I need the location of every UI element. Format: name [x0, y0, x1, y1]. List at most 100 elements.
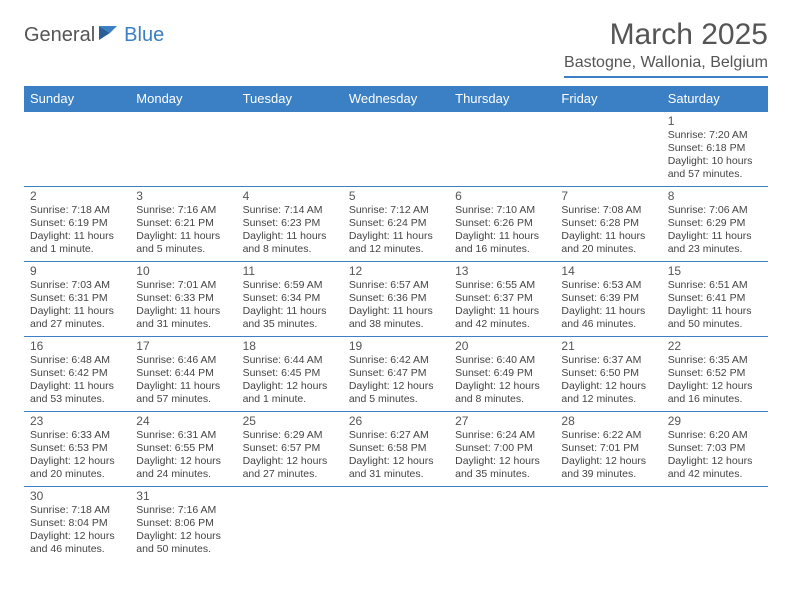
day-number: 10 [136, 264, 230, 278]
day-info: Sunrise: 7:06 AMSunset: 6:29 PMDaylight:… [668, 204, 762, 257]
sunset-text: Sunset: 6:41 PM [668, 292, 762, 305]
calendar-cell: 18Sunrise: 6:44 AMSunset: 6:45 PMDayligh… [237, 337, 343, 412]
sunset-text: Sunset: 6:44 PM [136, 367, 230, 380]
sunset-text: Sunset: 6:18 PM [668, 142, 762, 155]
sunrise-text: Sunrise: 6:53 AM [561, 279, 655, 292]
day-info: Sunrise: 6:44 AMSunset: 6:45 PMDaylight:… [243, 354, 337, 407]
daylight-text: Daylight: 10 hours and 57 minutes. [668, 155, 762, 181]
calendar-row: 30Sunrise: 7:18 AMSunset: 8:04 PMDayligh… [24, 487, 768, 561]
daylight-text: Daylight: 11 hours and 42 minutes. [455, 305, 549, 331]
sunrise-text: Sunrise: 7:16 AM [136, 504, 230, 517]
day-number: 5 [349, 189, 443, 203]
day-info: Sunrise: 6:37 AMSunset: 6:50 PMDaylight:… [561, 354, 655, 407]
day-number: 7 [561, 189, 655, 203]
day-info: Sunrise: 6:48 AMSunset: 6:42 PMDaylight:… [30, 354, 124, 407]
calendar-cell: 6Sunrise: 7:10 AMSunset: 6:26 PMDaylight… [449, 187, 555, 262]
page-title: March 2025 [564, 18, 768, 52]
sunrise-text: Sunrise: 6:40 AM [455, 354, 549, 367]
day-info: Sunrise: 6:46 AMSunset: 6:44 PMDaylight:… [136, 354, 230, 407]
calendar-cell [237, 112, 343, 187]
day-header: Friday [555, 86, 661, 112]
day-info: Sunrise: 7:14 AMSunset: 6:23 PMDaylight:… [243, 204, 337, 257]
sunrise-text: Sunrise: 6:27 AM [349, 429, 443, 442]
location-subtitle: Bastogne, Wallonia, Belgium [564, 54, 768, 78]
logo: General Blue [24, 24, 164, 47]
daylight-text: Daylight: 11 hours and 57 minutes. [136, 380, 230, 406]
calendar-cell: 9Sunrise: 7:03 AMSunset: 6:31 PMDaylight… [24, 262, 130, 337]
day-info: Sunrise: 6:59 AMSunset: 6:34 PMDaylight:… [243, 279, 337, 332]
day-info: Sunrise: 6:31 AMSunset: 6:55 PMDaylight:… [136, 429, 230, 482]
day-info: Sunrise: 7:16 AMSunset: 6:21 PMDaylight:… [136, 204, 230, 257]
sunset-text: Sunset: 7:03 PM [668, 442, 762, 455]
sunset-text: Sunset: 6:24 PM [349, 217, 443, 230]
calendar-cell: 4Sunrise: 7:14 AMSunset: 6:23 PMDaylight… [237, 187, 343, 262]
calendar-cell [662, 487, 768, 561]
sunrise-text: Sunrise: 6:29 AM [243, 429, 337, 442]
calendar-cell: 30Sunrise: 7:18 AMSunset: 8:04 PMDayligh… [24, 487, 130, 561]
calendar-cell: 1Sunrise: 7:20 AMSunset: 6:18 PMDaylight… [662, 112, 768, 187]
header: General Blue March 2025 Bastogne, Wallon… [24, 18, 768, 78]
calendar-cell: 15Sunrise: 6:51 AMSunset: 6:41 PMDayligh… [662, 262, 768, 337]
calendar-row: 1Sunrise: 7:20 AMSunset: 6:18 PMDaylight… [24, 112, 768, 187]
sunset-text: Sunset: 6:23 PM [243, 217, 337, 230]
day-number: 25 [243, 414, 337, 428]
day-number: 6 [455, 189, 549, 203]
day-info: Sunrise: 6:20 AMSunset: 7:03 PMDaylight:… [668, 429, 762, 482]
sunset-text: Sunset: 6:36 PM [349, 292, 443, 305]
sunset-text: Sunset: 8:06 PM [136, 517, 230, 530]
sunset-text: Sunset: 6:53 PM [30, 442, 124, 455]
sunset-text: Sunset: 6:50 PM [561, 367, 655, 380]
daylight-text: Daylight: 11 hours and 35 minutes. [243, 305, 337, 331]
calendar-cell: 5Sunrise: 7:12 AMSunset: 6:24 PMDaylight… [343, 187, 449, 262]
day-info: Sunrise: 7:12 AMSunset: 6:24 PMDaylight:… [349, 204, 443, 257]
day-number: 13 [455, 264, 549, 278]
sunrise-text: Sunrise: 7:12 AM [349, 204, 443, 217]
daylight-text: Daylight: 12 hours and 39 minutes. [561, 455, 655, 481]
daylight-text: Daylight: 11 hours and 12 minutes. [349, 230, 443, 256]
calendar-cell: 26Sunrise: 6:27 AMSunset: 6:58 PMDayligh… [343, 412, 449, 487]
day-info: Sunrise: 7:18 AMSunset: 8:04 PMDaylight:… [30, 504, 124, 557]
calendar-cell [24, 112, 130, 187]
flag-icon [99, 24, 121, 47]
sunset-text: Sunset: 6:26 PM [455, 217, 549, 230]
sunrise-text: Sunrise: 6:37 AM [561, 354, 655, 367]
day-number: 23 [30, 414, 124, 428]
daylight-text: Daylight: 11 hours and 46 minutes. [561, 305, 655, 331]
calendar-cell: 23Sunrise: 6:33 AMSunset: 6:53 PMDayligh… [24, 412, 130, 487]
day-number: 31 [136, 489, 230, 503]
logo-text-blue: Blue [124, 24, 164, 47]
day-number: 27 [455, 414, 549, 428]
sunrise-text: Sunrise: 6:44 AM [243, 354, 337, 367]
day-info: Sunrise: 7:10 AMSunset: 6:26 PMDaylight:… [455, 204, 549, 257]
day-info: Sunrise: 6:57 AMSunset: 6:36 PMDaylight:… [349, 279, 443, 332]
sunrise-text: Sunrise: 6:51 AM [668, 279, 762, 292]
sunset-text: Sunset: 6:28 PM [561, 217, 655, 230]
sunset-text: Sunset: 6:58 PM [349, 442, 443, 455]
calendar-cell [237, 487, 343, 561]
sunset-text: Sunset: 6:45 PM [243, 367, 337, 380]
day-header-row: Sunday Monday Tuesday Wednesday Thursday… [24, 86, 768, 112]
sunrise-text: Sunrise: 7:03 AM [30, 279, 124, 292]
calendar-cell: 29Sunrise: 6:20 AMSunset: 7:03 PMDayligh… [662, 412, 768, 487]
calendar-cell: 2Sunrise: 7:18 AMSunset: 6:19 PMDaylight… [24, 187, 130, 262]
day-number: 19 [349, 339, 443, 353]
day-info: Sunrise: 7:20 AMSunset: 6:18 PMDaylight:… [668, 129, 762, 182]
day-number: 17 [136, 339, 230, 353]
day-number: 14 [561, 264, 655, 278]
sunrise-text: Sunrise: 7:01 AM [136, 279, 230, 292]
sunrise-text: Sunrise: 7:18 AM [30, 204, 124, 217]
calendar-table: Sunday Monday Tuesday Wednesday Thursday… [24, 86, 768, 561]
day-number: 28 [561, 414, 655, 428]
day-info: Sunrise: 6:29 AMSunset: 6:57 PMDaylight:… [243, 429, 337, 482]
daylight-text: Daylight: 11 hours and 38 minutes. [349, 305, 443, 331]
calendar-row: 2Sunrise: 7:18 AMSunset: 6:19 PMDaylight… [24, 187, 768, 262]
day-header: Saturday [662, 86, 768, 112]
calendar-cell: 10Sunrise: 7:01 AMSunset: 6:33 PMDayligh… [130, 262, 236, 337]
calendar-cell: 16Sunrise: 6:48 AMSunset: 6:42 PMDayligh… [24, 337, 130, 412]
day-number: 3 [136, 189, 230, 203]
daylight-text: Daylight: 12 hours and 16 minutes. [668, 380, 762, 406]
calendar-cell [449, 112, 555, 187]
sunset-text: Sunset: 8:04 PM [30, 517, 124, 530]
calendar-body: 1Sunrise: 7:20 AMSunset: 6:18 PMDaylight… [24, 112, 768, 561]
sunrise-text: Sunrise: 6:20 AM [668, 429, 762, 442]
